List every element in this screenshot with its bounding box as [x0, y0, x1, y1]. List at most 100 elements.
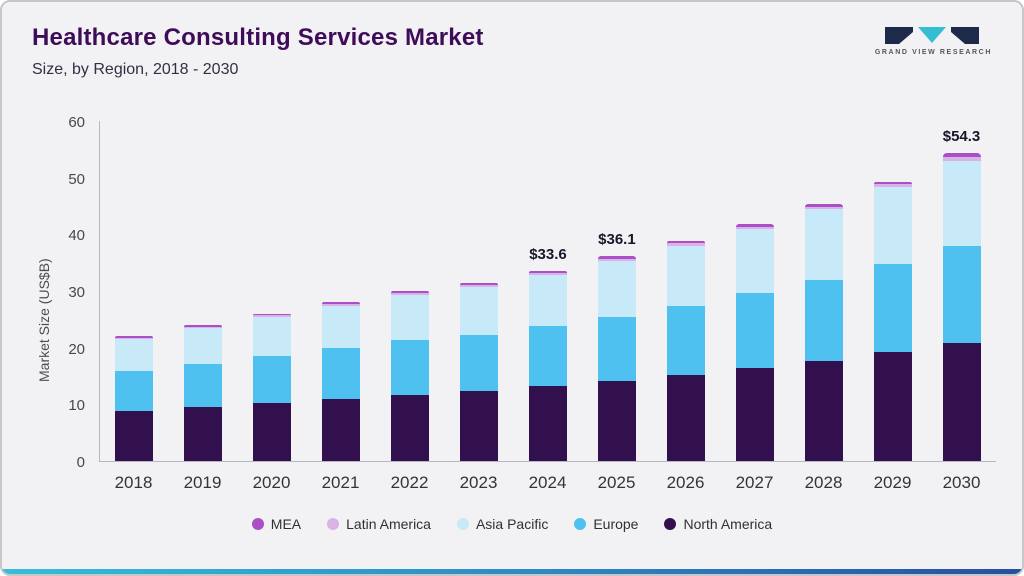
stacked-bar	[942, 153, 981, 461]
stacked-bar	[666, 241, 705, 461]
legend-color-dot	[251, 518, 264, 530]
x-axis-label: 2022	[390, 473, 429, 492]
bar-segment-mea	[253, 313, 292, 316]
bar-segment-asia-pacific	[391, 294, 430, 341]
stacked-bar	[391, 291, 430, 461]
bar-group-2026	[651, 121, 720, 461]
x-axis-label: 2025	[597, 473, 636, 492]
bar-segment-asia-pacific	[597, 260, 636, 317]
bar-segment-latin-america	[184, 326, 223, 329]
bar-segment-mea	[391, 291, 430, 294]
header: Healthcare Consulting Services Market Si…	[32, 24, 992, 79]
bar-segment-north-america	[460, 391, 499, 461]
bar-segment-north-america	[942, 343, 981, 461]
bar-segment-mea	[528, 270, 567, 273]
y-axis-tick-label: 0	[76, 454, 85, 471]
bar-group-2028	[789, 121, 858, 461]
x-axis-label: 2027	[735, 473, 774, 492]
bar-segment-europe	[184, 364, 223, 408]
legend-color-dot	[574, 518, 587, 530]
bar-segment-latin-america	[322, 303, 361, 306]
bar-segment-asia-pacific	[735, 229, 774, 294]
x-axis-label: 2024	[528, 473, 567, 492]
bar-segment-asia-pacific	[253, 317, 292, 357]
bar-segment-europe	[735, 293, 774, 369]
bar-segment-asia-pacific	[322, 305, 361, 348]
bar-segment-latin-america	[528, 272, 567, 275]
legend-label: North America	[683, 516, 773, 532]
bar-group-2018	[100, 121, 169, 461]
bar-segment-latin-america	[391, 293, 430, 295]
bar-group-2021	[307, 121, 376, 461]
bar-group-2025: $36.1	[582, 121, 651, 461]
x-axis-label: 2021	[321, 473, 360, 492]
bar-segment-north-america	[528, 386, 567, 461]
bar-segment-europe	[115, 371, 154, 412]
x-axis-label: 2023	[459, 473, 498, 492]
bar-segment-north-america	[322, 398, 361, 461]
bar-segment-mea	[804, 204, 843, 207]
legend-item-north-america: North America	[664, 516, 772, 532]
stacked-bar	[873, 181, 912, 461]
legend-label: Asia Pacific	[475, 516, 549, 532]
bar-segment-mea	[873, 181, 912, 185]
logo-text: GRAND VIEW RESEARCH	[874, 49, 992, 56]
bar-group-2022	[376, 121, 445, 461]
legend-color-dot	[664, 518, 677, 530]
bar-group-2019	[169, 121, 238, 461]
x-axis: 2018 2019 2020 2021 2022 2023 2024 2025 2026 2027…	[99, 473, 996, 493]
bar-segment-asia-pacific	[942, 160, 981, 246]
bar-segment-latin-america	[735, 226, 774, 230]
bar-segment-europe	[942, 245, 981, 344]
plot-area: $33.6 $36.1 $54.3	[99, 121, 996, 462]
legend-item-asia-pacific: Asia Pacific	[456, 516, 549, 532]
x-axis-label: 2018	[114, 473, 153, 492]
bar-segment-asia-pacific	[460, 286, 499, 335]
x-axis-label: 2020	[252, 473, 291, 492]
y-axis: 0 10 20 30 40 50 60	[51, 114, 91, 471]
bar-segment-asia-pacific	[115, 339, 154, 372]
bar-group-2029	[858, 121, 927, 461]
bar-segment-latin-america	[942, 157, 981, 161]
bar-group-2027	[720, 121, 789, 461]
stacked-bar	[322, 301, 361, 461]
y-axis-tick-label: 10	[68, 397, 85, 415]
stacked-bar	[184, 325, 223, 461]
bar-segment-europe	[253, 356, 292, 403]
stacked-bar	[253, 313, 292, 461]
bar-segment-europe	[528, 325, 567, 387]
bar-segment-asia-pacific	[666, 245, 705, 307]
y-axis-title: Market Size (US$B)	[36, 258, 52, 382]
stacked-bar	[735, 224, 774, 461]
chart: 0 10 20 30 40 50 60 $33.6 $36.1 $54.3 2018 2019 20…	[68, 114, 996, 492]
bar-segment-latin-america	[666, 243, 705, 246]
gvr-logo-icon	[885, 27, 980, 44]
legend-item-latin-america: Latin America	[327, 516, 431, 532]
y-axis-tick-label: 30	[68, 284, 85, 301]
bar-segment-asia-pacific	[184, 328, 223, 365]
bar-group-2024: $33.6	[514, 121, 583, 461]
bar-segment-asia-pacific	[528, 274, 567, 326]
bar-segment-latin-america	[804, 206, 843, 210]
bar-segment-europe	[460, 334, 499, 392]
bar-segment-latin-america	[597, 258, 636, 261]
bar-segment-europe	[666, 306, 705, 375]
y-axis-tick-label: 60	[68, 114, 85, 131]
bar-segment-mea	[942, 153, 981, 158]
page-subtitle: Size, by Region, 2018 - 2030	[32, 61, 239, 78]
bar-segment-mea	[115, 335, 154, 338]
bar-segment-mea	[322, 301, 361, 304]
bar-segment-north-america	[115, 411, 154, 461]
bar-group-2023	[445, 121, 514, 461]
bar-segment-mea	[735, 224, 774, 227]
bar-group-2030: $54.3	[927, 121, 996, 461]
stacked-bar	[115, 335, 154, 461]
bar-segment-north-america	[597, 381, 636, 461]
stacked-bar	[528, 270, 567, 461]
bar-segment-north-america	[804, 361, 843, 461]
header-text: Healthcare Consulting Services Market Si…	[32, 24, 484, 79]
value-annotation: $54.3	[942, 128, 981, 146]
bar-segment-mea	[460, 282, 499, 285]
bar-segment-north-america	[735, 368, 774, 461]
